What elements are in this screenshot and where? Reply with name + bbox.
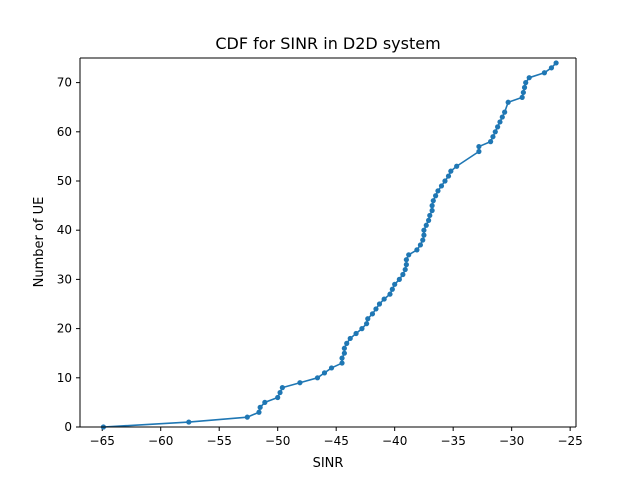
y-tick-label: 30 — [57, 272, 72, 286]
x-tick-label: −30 — [499, 434, 524, 448]
data-point — [521, 84, 528, 91]
data-point — [279, 385, 285, 391]
data-point — [438, 183, 445, 189]
data-point — [429, 203, 435, 209]
data-point — [339, 355, 345, 361]
data-point — [297, 380, 303, 386]
data-point — [341, 350, 347, 356]
x-tick-label: −55 — [207, 434, 232, 448]
data-point — [445, 173, 452, 179]
x-tick-label: −40 — [382, 434, 407, 448]
data-point — [426, 217, 432, 223]
data-point — [387, 291, 393, 297]
y-tick-label: 0 — [64, 420, 72, 434]
data-point — [442, 178, 448, 184]
data-point — [353, 330, 359, 337]
data-point — [435, 188, 441, 194]
data-point — [365, 316, 371, 322]
y-tick-label: 50 — [57, 174, 72, 188]
data-point — [277, 389, 283, 396]
data-point — [454, 163, 460, 169]
data-point — [553, 60, 559, 66]
data-point — [328, 365, 335, 371]
data-point — [347, 335, 353, 342]
data-point — [423, 222, 429, 228]
data-point — [520, 89, 526, 96]
data-point — [403, 262, 409, 268]
data-point — [403, 257, 409, 263]
data-point — [420, 237, 426, 243]
x-tick-label: −60 — [148, 434, 173, 448]
data-point — [186, 419, 192, 425]
data-point — [339, 360, 345, 366]
data-point — [414, 247, 420, 253]
y-tick-label: 70 — [57, 76, 72, 90]
data-point — [341, 345, 347, 351]
data-point — [402, 266, 408, 273]
data-point — [389, 286, 395, 292]
data-point — [430, 198, 436, 204]
series-layer — [100, 60, 559, 430]
data-point — [421, 232, 427, 238]
x-axis-label: SINR — [313, 456, 344, 471]
data-point — [497, 119, 503, 125]
data-point — [381, 296, 387, 302]
data-point — [427, 212, 433, 219]
data-point — [499, 114, 505, 120]
data-point — [519, 94, 525, 100]
data-point — [476, 148, 482, 155]
data-point — [488, 139, 494, 145]
data-point — [505, 99, 511, 105]
data-point — [490, 134, 496, 140]
data-point — [406, 252, 412, 258]
data-point — [526, 75, 532, 81]
data-point — [523, 80, 529, 86]
y-tick-label: 20 — [57, 322, 72, 336]
data-point — [256, 409, 262, 415]
data-point — [492, 129, 498, 135]
x-axis-ticks: −65 −60 −55 −50 −45 −40 −35 −30 −25 — [90, 427, 583, 448]
data-point — [244, 414, 250, 420]
data-point — [392, 281, 398, 287]
data-point — [421, 227, 427, 233]
data-point — [359, 326, 365, 332]
y-axis-label: Number of UE — [32, 197, 47, 288]
y-tick-label: 10 — [57, 371, 72, 385]
data-point — [257, 404, 263, 410]
axes-background — [80, 58, 576, 427]
x-tick-label: −45 — [324, 434, 349, 448]
data-point — [448, 168, 454, 174]
data-point — [376, 301, 383, 307]
data-point — [541, 70, 548, 76]
y-tick-label: 40 — [57, 223, 72, 237]
axes-spines — [79, 57, 577, 428]
data-point — [373, 306, 379, 312]
data-point — [275, 394, 281, 401]
data-point — [429, 207, 435, 214]
y-axis-ticks: 0 10 20 30 40 50 60 70 — [57, 76, 80, 434]
data-point — [400, 271, 406, 278]
data-point — [344, 340, 350, 346]
data-point — [321, 370, 328, 376]
data-point — [433, 193, 439, 199]
x-tick-label: −65 — [90, 434, 115, 448]
data-point — [476, 143, 482, 150]
data-point — [502, 109, 508, 115]
data-point — [262, 399, 268, 405]
chart-title: CDF for SINR in D2D system — [215, 34, 440, 53]
data-point — [417, 242, 424, 248]
data-point — [495, 124, 501, 130]
y-tick-label: 60 — [57, 125, 72, 139]
x-tick-label: −35 — [441, 434, 466, 448]
data-point — [314, 375, 321, 381]
data-point — [548, 65, 555, 71]
x-tick-label: −25 — [557, 434, 582, 448]
x-tick-label: −50 — [265, 434, 290, 448]
data-point — [369, 311, 376, 317]
data-point — [364, 321, 370, 327]
plot-area: −65 −60 −55 −50 −45 −40 −35 −30 −25 0 10 20 30 40 50 6… — [57, 57, 583, 448]
data-point — [396, 276, 402, 282]
